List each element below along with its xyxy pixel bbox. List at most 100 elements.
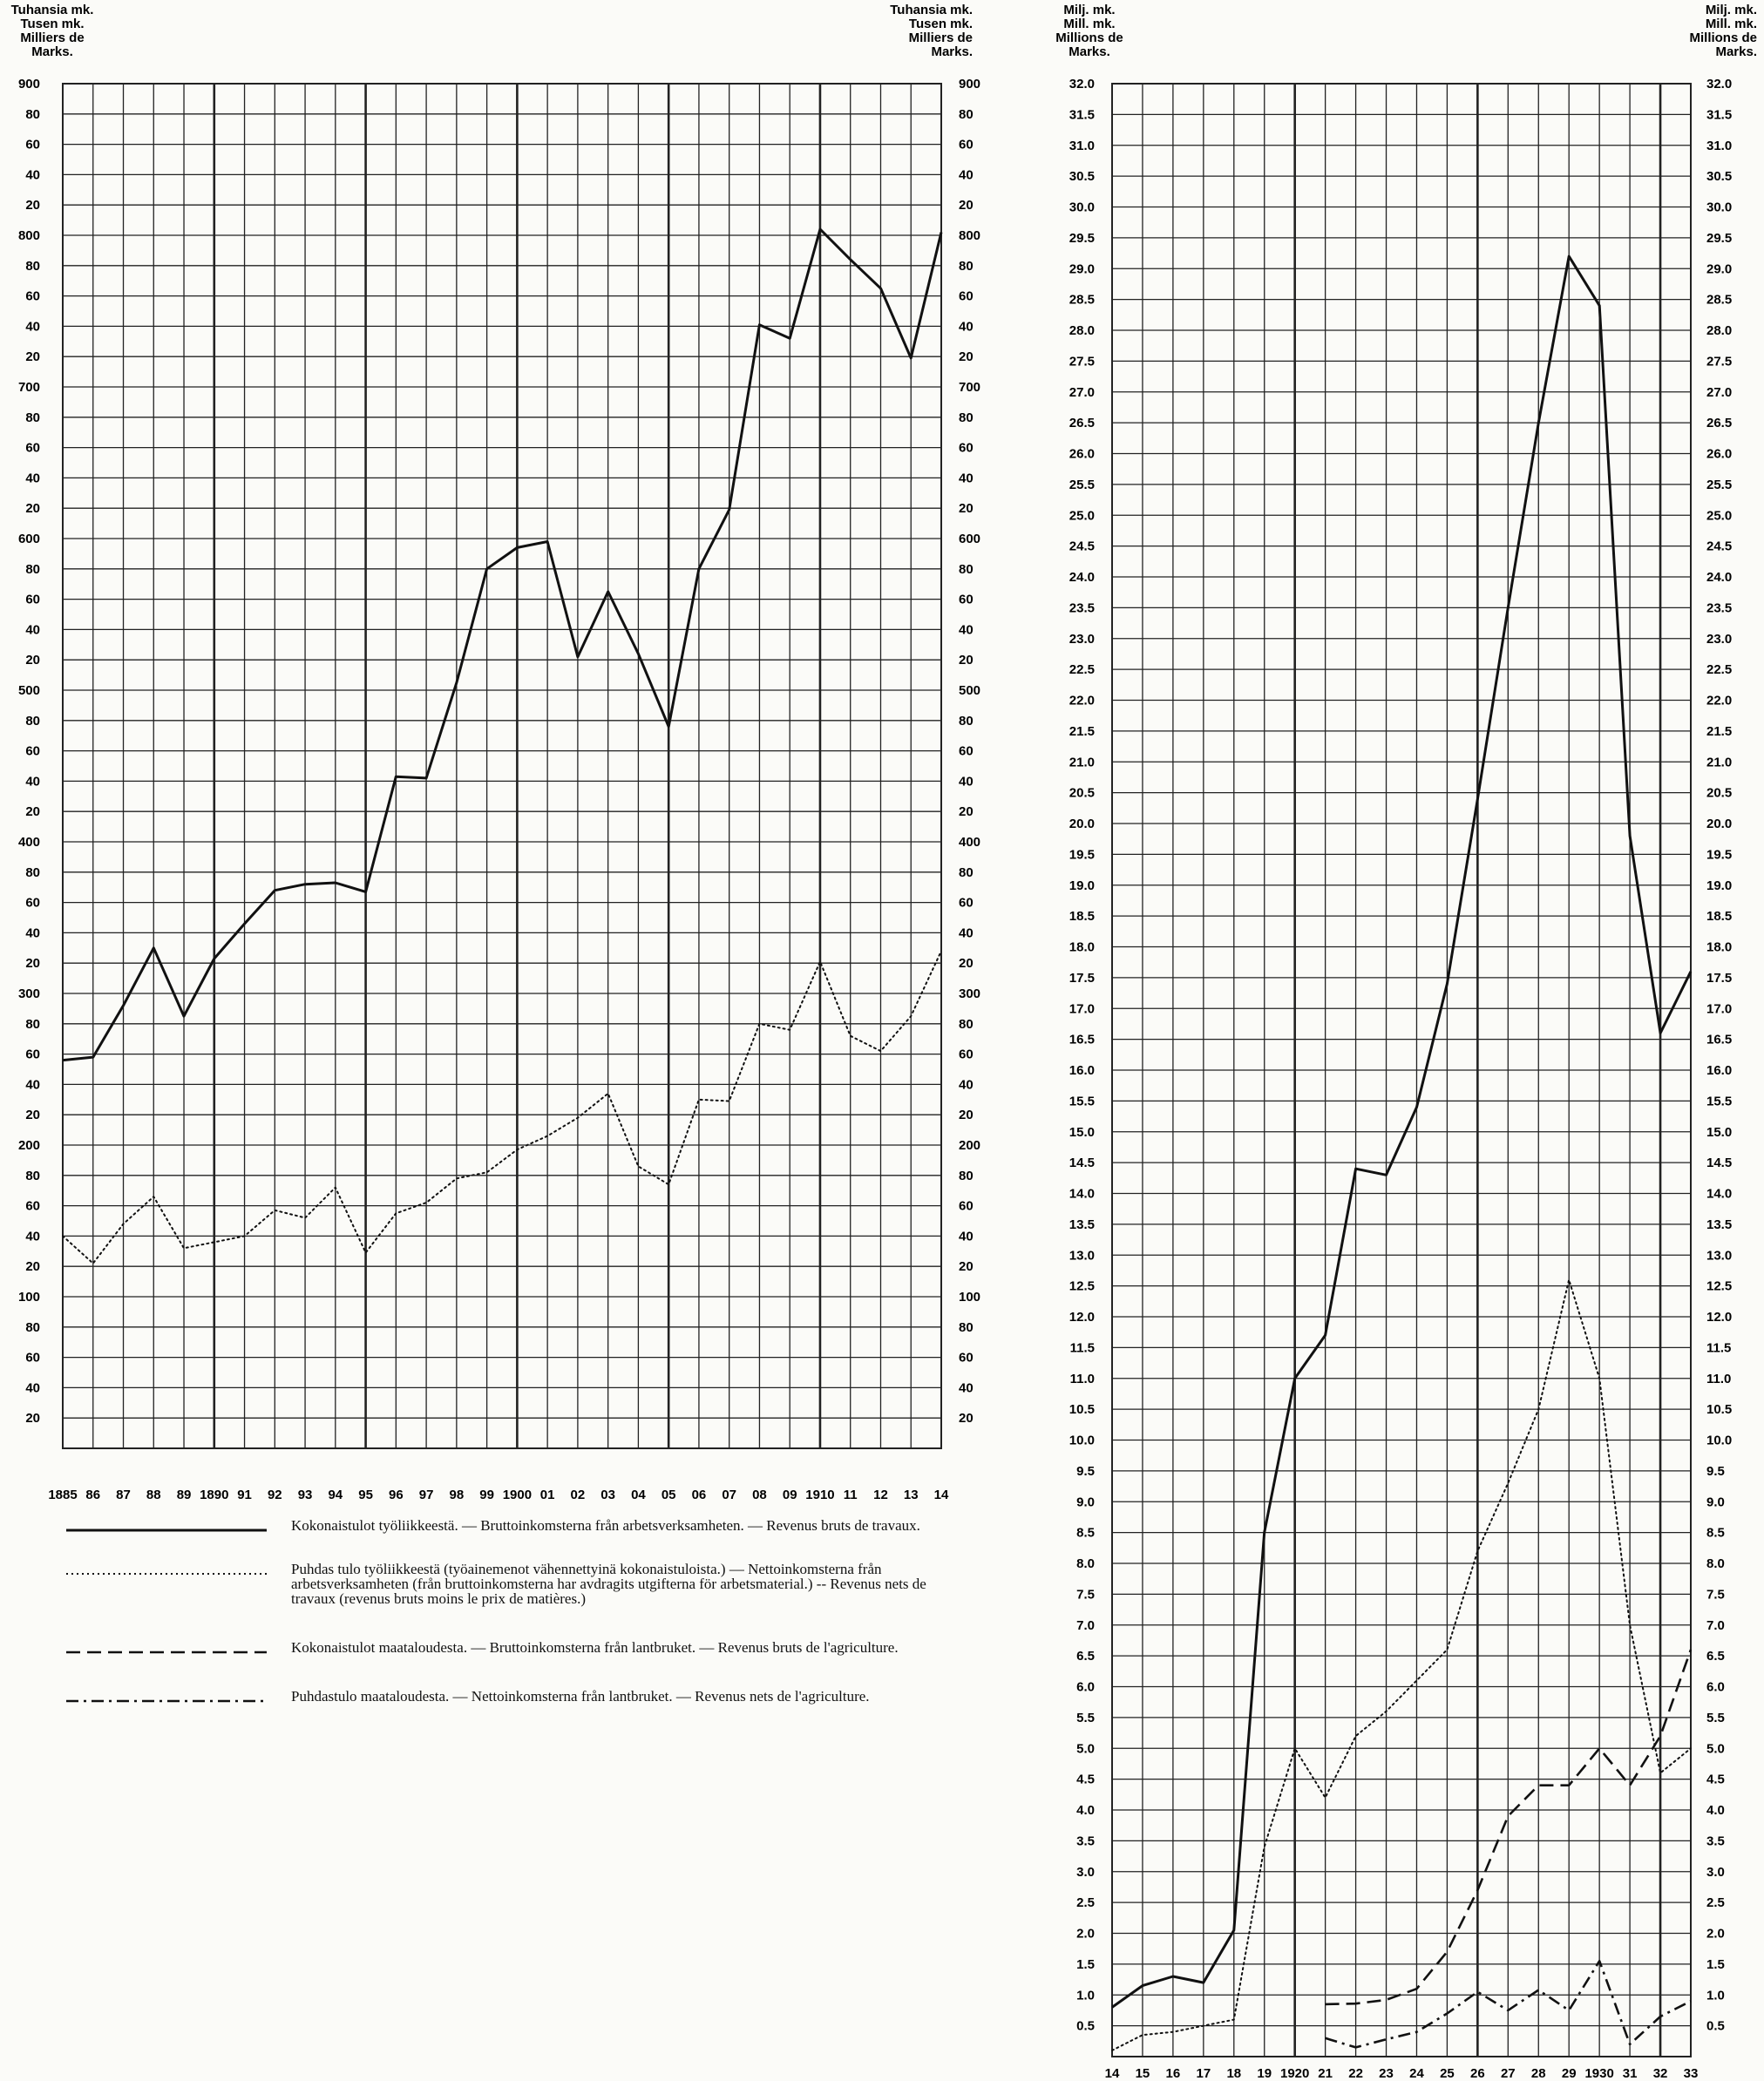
x-tick-label: 87 [116, 1488, 131, 1502]
axis-unit-label-left: Milj. mk. [1063, 3, 1115, 17]
x-tick-label: 1890 [200, 1488, 228, 1502]
y-tick-label-left: 8.0 [1076, 1556, 1095, 1571]
y-tick-label-right: 5.0 [1706, 1741, 1725, 1756]
x-tick-label: 29 [1562, 2066, 1577, 2081]
y-tick-label-right: 60 [959, 1047, 974, 1062]
x-tick-label: 98 [450, 1488, 465, 1502]
y-tick-label-right: 60 [959, 289, 974, 304]
y-tick-label-left: 40 [25, 774, 40, 789]
x-tick-label: 28 [1531, 2066, 1546, 2081]
y-tick-label-right: 60 [959, 744, 974, 759]
y-tick-label-left: 900 [18, 77, 40, 92]
y-tick-label-left: 60 [25, 593, 40, 607]
axis-unit-label-left: Marks. [1069, 44, 1110, 59]
y-tick-label-right: 800 [959, 228, 980, 243]
axis-unit-label-right: Tuhansia mk. [890, 3, 973, 17]
y-tick-label-left: 8.5 [1076, 1526, 1095, 1541]
y-tick-label-right: 8.0 [1706, 1556, 1725, 1571]
y-tick-label-right: 60 [959, 593, 974, 607]
x-tick-label: 23 [1379, 2066, 1394, 2081]
y-tick-label-right: 13.5 [1706, 1217, 1732, 1232]
y-tick-label-left: 19.5 [1069, 847, 1095, 862]
y-tick-label-right: 15.0 [1706, 1125, 1732, 1140]
series-line-dotted [1111, 1278, 1692, 2051]
y-tick-label-left: 60 [25, 1047, 40, 1062]
x-tick-label: 1885 [48, 1488, 77, 1502]
y-tick-label-left: 10.0 [1069, 1434, 1095, 1448]
series-line-solid [1111, 254, 1693, 2009]
y-tick-label-left: 40 [25, 167, 40, 182]
y-tick-label-right: 31.0 [1706, 139, 1732, 153]
y-tick-label-left: 80 [25, 1017, 40, 1032]
y-tick-label-right: 30.5 [1706, 169, 1732, 184]
y-tick-label-left: 13.5 [1069, 1217, 1095, 1232]
y-tick-label-right: 24.5 [1706, 539, 1732, 554]
y-tick-label-left: 400 [18, 835, 40, 850]
legend-item-dotted: Puhdas tulo työliikkeestä (työainemenot … [291, 1561, 926, 1607]
plot-frame [62, 83, 942, 1449]
y-tick-label-right: 25.5 [1706, 478, 1732, 492]
y-tick-label-right: 40 [959, 925, 974, 940]
y-tick-label-right: 400 [959, 835, 980, 850]
plot-frame [1111, 83, 1692, 2057]
axis-unit-label-right: Marks. [931, 44, 973, 59]
y-tick-label-left: 20 [25, 198, 40, 213]
x-tick-label: 27 [1501, 2066, 1516, 2081]
y-tick-label-right: 21.5 [1706, 724, 1732, 739]
y-tick-label-right: 60 [959, 896, 974, 911]
x-tick-label: 04 [631, 1488, 646, 1502]
y-tick-label-left: 4.5 [1076, 1773, 1095, 1787]
y-tick-label-right: 80 [959, 107, 974, 122]
y-tick-label-left: 2.0 [1076, 1927, 1095, 1942]
y-tick-label-left: 200 [18, 1138, 40, 1153]
y-tick-label-right: 7.5 [1706, 1587, 1725, 1602]
y-tick-label-right: 80 [959, 865, 974, 880]
y-tick-label-left: 27.0 [1069, 385, 1095, 400]
y-tick-label-right: 16.5 [1706, 1033, 1732, 1047]
y-tick-label-right: 16.0 [1706, 1063, 1732, 1078]
x-tick-label: 16 [1166, 2066, 1181, 2081]
y-tick-label-left: 20.5 [1069, 786, 1095, 801]
y-tick-label-right: 2.5 [1706, 1895, 1725, 1910]
x-tick-label: 07 [722, 1488, 736, 1502]
y-tick-label-left: 300 [18, 986, 40, 1001]
x-tick-label: 21 [1318, 2066, 1333, 2081]
y-tick-label-left: 20 [25, 1259, 40, 1274]
y-tick-label-left: 4.0 [1076, 1803, 1095, 1818]
y-tick-label-left: 60 [25, 744, 40, 759]
x-tick-label: 1910 [805, 1488, 834, 1502]
y-tick-label-left: 14.0 [1069, 1187, 1095, 1202]
y-tick-label-left: 21.5 [1069, 724, 1095, 739]
x-tick-label: 06 [692, 1488, 707, 1502]
y-tick-label-right: 13.0 [1706, 1248, 1732, 1263]
y-tick-label-right: 900 [959, 77, 980, 92]
y-tick-label-left: 5.5 [1076, 1711, 1095, 1725]
y-tick-label-left: 24.0 [1069, 570, 1095, 585]
y-tick-label-left: 9.5 [1076, 1464, 1095, 1479]
y-tick-label-left: 13.0 [1069, 1248, 1095, 1263]
y-tick-label-right: 60 [959, 1199, 974, 1214]
y-tick-label-left: 31.0 [1069, 139, 1095, 153]
y-tick-label-right: 20.5 [1706, 786, 1732, 801]
y-tick-label-right: 29.0 [1706, 261, 1732, 276]
y-tick-label-left: 20 [25, 349, 40, 364]
y-tick-label-left: 40 [25, 1229, 40, 1244]
y-tick-label-left: 24.5 [1069, 539, 1095, 554]
axis-unit-label-left: Mill. mk. [1063, 17, 1115, 31]
y-tick-label-right: 60 [959, 1351, 974, 1366]
y-tick-label-right: 18.5 [1706, 909, 1732, 924]
y-tick-label-right: 12.0 [1706, 1310, 1732, 1325]
x-tick-label: 99 [479, 1488, 494, 1502]
x-tick-label: 24 [1409, 2066, 1424, 2081]
y-tick-label-left: 16.0 [1069, 1063, 1095, 1078]
y-tick-label-right: 40 [959, 319, 974, 334]
y-tick-label-right: 20 [959, 1108, 974, 1122]
chart-2: 32.0 32.0 31.5 31.5 31.0 31.0 30.5 30.5 30.0 30.0… [1055, 3, 1757, 2081]
y-tick-label-left: 20 [25, 653, 40, 668]
y-tick-label-left: 22.0 [1069, 694, 1095, 708]
y-tick-label-left: 60 [25, 896, 40, 911]
x-tick-label: 22 [1348, 2066, 1363, 2081]
y-tick-label-right: 40 [959, 622, 974, 637]
y-tick-label-right: 27.5 [1706, 354, 1732, 369]
